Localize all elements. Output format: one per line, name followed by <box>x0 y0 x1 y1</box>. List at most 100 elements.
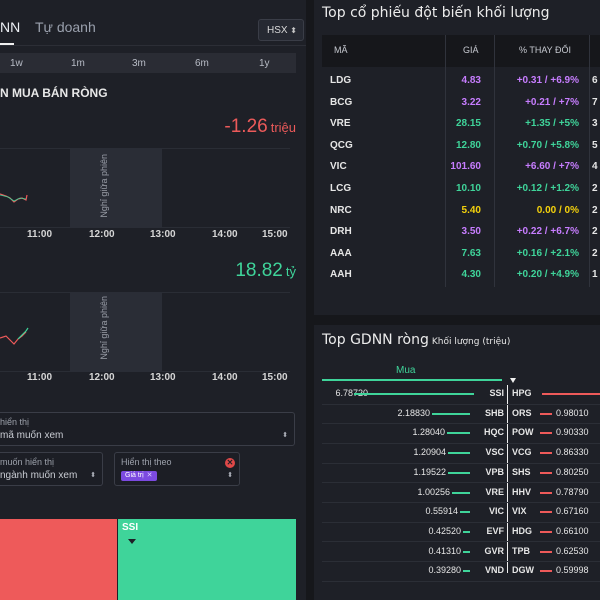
buy-value: 1.00256 <box>417 486 450 497</box>
table-row[interactable]: 1.20904 VSC VCG 0.86330 <box>314 444 600 462</box>
range-3m[interactable]: 3m <box>132 58 146 69</box>
table-row[interactable]: 1.00256 VRE HHV 0.78790 <box>314 484 600 502</box>
table-row[interactable]: 1.28040 HQC POW 0.90330 <box>314 424 600 442</box>
top-foreign-net-panel: Top GDNN ròng Khối lượng (triệu) Mua 6.78… <box>314 325 600 600</box>
time-tick: 12:00 <box>89 229 115 240</box>
column-divider <box>445 35 446 287</box>
sell-value: 0.78790 <box>556 486 589 497</box>
column-header-symbol[interactable]: MÃ <box>334 45 348 55</box>
table-row[interactable]: 0.41310 GVR TPB 0.62530 <box>314 543 600 561</box>
table-row[interactable]: VIC 101.60 +6.60 / +7% 4 <box>314 157 600 178</box>
display-by-tag: Giá trị ✕ <box>121 471 157 481</box>
range-1m[interactable]: 1m <box>71 58 85 69</box>
time-tick: 14:00 <box>212 372 238 383</box>
row-price: 3.22 <box>461 96 481 108</box>
table-row[interactable]: VRE 28.15 +1.35 / +5% 3 <box>314 114 600 135</box>
row-symbol: DRH <box>330 226 352 238</box>
table-row[interactable]: BCG 3.22 +0.21 / +7% 7 <box>314 93 600 114</box>
buy-column-label[interactable]: Mua <box>396 365 416 376</box>
select-caret-icon: ⬍ <box>282 432 288 439</box>
display-by-select[interactable]: Hiển thị theo Giá trị ✕ ✕ ⬍ <box>114 452 240 486</box>
buy-value: 1.20904 <box>413 447 446 458</box>
symbol-filter-select[interactable]: hiển thị mã muốn xem ⬍ <box>0 412 295 446</box>
time-tick: 15:00 <box>262 372 288 383</box>
table-row[interactable]: NRC 5.40 0.00 / 0% 2 <box>314 201 600 222</box>
buy-value: 2.18830 <box>397 407 430 418</box>
table-row[interactable]: 0.42520 EVF HDG 0.66100 <box>314 523 600 541</box>
tag-remove-icon[interactable]: ✕ <box>146 472 153 479</box>
display-by-tag-label: Giá trị <box>125 472 144 479</box>
row-change: +0.21 / +7% <box>525 96 579 108</box>
time-tick: 13:00 <box>150 372 176 383</box>
panel-title: Top GDNN ròng Khối lượng (triệu) <box>322 332 510 348</box>
net-value-unit: tỷ <box>285 264 296 279</box>
tab-proprietary[interactable]: Tự doanh <box>35 19 96 35</box>
select-caret-icon: ⬍ <box>227 472 233 479</box>
exchange-select[interactable]: HSX ⬍ <box>258 19 304 41</box>
time-range-bar: 1w 1m 3m 6m 1y <box>0 53 296 73</box>
table-row[interactable]: DRH 3.50 +0.22 / +6.7% 2 <box>314 222 600 243</box>
buy-bar <box>354 393 474 395</box>
sector-filter-placeholder: ngành muốn xem <box>0 470 78 481</box>
sector-filter-select[interactable]: muốn hiển thị ngành muốn xem ⬍ <box>0 452 103 486</box>
row-price: 4.30 <box>461 269 481 281</box>
sell-symbol: VIX <box>512 506 527 517</box>
lunch-break-label: Nghỉ giữa phiên <box>99 154 109 218</box>
sell-bar <box>540 570 552 573</box>
column-header-change[interactable]: % THAY ĐỔI <box>519 45 572 55</box>
row-symbol: VIC <box>330 161 347 173</box>
buy-value: 6.78720 <box>335 388 368 398</box>
table-row[interactable]: QCG 12.80 +0.70 / +5.8% 5 <box>314 136 600 157</box>
row-volume: 6 <box>592 75 598 86</box>
table-row[interactable]: LCG 10.10 +0.12 / +1.2% 2 <box>314 179 600 200</box>
buy-bar <box>447 432 470 435</box>
tab-foreign[interactable]: NN <box>0 19 21 35</box>
row-change: +0.70 / +5.8% <box>516 139 579 151</box>
row-change: +6.60 / +7% <box>525 161 579 173</box>
sell-symbol: POW <box>512 427 534 438</box>
table-row[interactable]: LDG 4.83 +0.31 / +6.9% 6 <box>314 71 600 92</box>
range-1w[interactable]: 1w <box>10 58 23 69</box>
treemap-cell-sell[interactable] <box>0 519 117 600</box>
row-price: 5.40 <box>461 204 481 216</box>
sell-bar <box>542 393 600 395</box>
range-1y[interactable]: 1y <box>259 58 270 69</box>
row-symbol: AAA <box>330 247 352 259</box>
sell-symbol: HDG <box>512 525 532 536</box>
table-row[interactable]: AAH 4.30 +0.20 / +4.9% 1 <box>314 265 600 286</box>
row-symbol: LCG <box>330 183 352 194</box>
buy-symbol: VIC <box>488 506 504 517</box>
tab-bar: NN Tự doanh HSX ⬍ <box>0 0 306 46</box>
sell-symbol: HHV <box>512 486 532 497</box>
lunch-break-band <box>70 148 162 228</box>
table-row[interactable]: 2.18830 SHB ORS 0.98010 <box>314 405 600 423</box>
buy-symbol: SSI <box>489 388 504 398</box>
time-tick: 11:00 <box>27 372 53 383</box>
sell-value: 0.67160 <box>556 506 589 517</box>
range-6m[interactable]: 6m <box>195 58 209 69</box>
table-row[interactable]: 0.39280 VND DGW 0.59998 <box>314 562 600 580</box>
buy-value: 0.39280 <box>428 565 461 576</box>
sector-filter-label: muốn hiển thị <box>0 457 55 467</box>
row-divider <box>322 561 600 563</box>
table-row[interactable]: 0.55914 VIC VIX 0.67160 <box>314 503 600 521</box>
time-tick: 14:00 <box>212 229 238 240</box>
row-change: 0.00 / 0% <box>536 204 579 216</box>
table-row[interactable]: 1.19522 VPB SHS 0.80250 <box>314 464 600 482</box>
buy-symbol: VSC <box>485 447 504 458</box>
treemap-cell-buy[interactable]: SSI <box>118 519 296 600</box>
row-volume: 2 <box>592 183 598 194</box>
foreign-trading-panel: NN Tự doanh HSX ⬍ 1w 1m 3m 6m 1y N MUA B… <box>0 0 306 600</box>
row-symbol: AAH <box>330 269 352 281</box>
column-header-price[interactable]: GIÁ <box>463 45 479 55</box>
table-row[interactable]: AAA 7.63 +0.16 / +2.1% 2 <box>314 244 600 265</box>
table-row[interactable]: 6.78720 SSI HPG <box>314 385 600 403</box>
buy-value: 0.41310 <box>428 545 461 556</box>
section-title: N MUA BÁN RÒNG <box>0 86 108 100</box>
sell-symbol: HPG <box>512 388 532 398</box>
row-symbol: LDG <box>330 75 352 86</box>
clear-icon[interactable]: ✕ <box>225 458 235 468</box>
row-price: 3.50 <box>461 226 481 238</box>
sell-value: 0.62530 <box>556 545 589 556</box>
exchange-select-value: HSX <box>267 25 288 36</box>
